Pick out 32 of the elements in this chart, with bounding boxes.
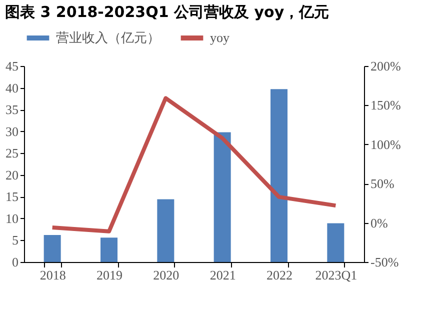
y-tick-label: 40 (6, 80, 18, 96)
y2-tick-label: 150% (370, 98, 401, 113)
bar (100, 238, 118, 262)
x-tick-label: 2022 (266, 268, 292, 282)
y-tick-label: 25 (6, 146, 18, 161)
y-tick-label: 20 (6, 167, 18, 182)
y-tick-label: 45 (6, 58, 18, 74)
legend-label: yoy (210, 30, 230, 45)
bar (157, 199, 174, 262)
x-tick-label: 2021 (210, 268, 236, 282)
y-tick-label: 5 (12, 232, 18, 248)
bar (214, 132, 231, 262)
y2-tick-label: 50% (370, 176, 394, 192)
x-tick-label: 2023Q1 (315, 268, 358, 282)
y-tick-label: 0 (12, 254, 18, 270)
y-tick-label: 10 (6, 210, 18, 226)
y-tick-label: 15 (6, 189, 18, 204)
x-tick-label: 2019 (96, 268, 122, 282)
bar (270, 89, 288, 262)
y2-tick-label: 0% (370, 215, 388, 230)
x-tick-label: 2020 (153, 268, 180, 282)
bar (327, 223, 344, 262)
chart-title: 图表 3 2018-2023Q1 公司营收及 yoy，亿元 (5, 3, 330, 21)
y2-tick-label: 200% (370, 58, 401, 74)
y-tick-label: 35 (6, 102, 18, 118)
bar (44, 234, 61, 262)
x-tick-label: 2018 (40, 268, 66, 282)
legend-label: 营业收入（亿元） (56, 30, 160, 45)
y-tick-label: 30 (6, 124, 18, 139)
y2-tick-label: -50% (370, 254, 399, 270)
line-series (50, 96, 338, 234)
y2-tick-label: 100% (370, 136, 401, 152)
